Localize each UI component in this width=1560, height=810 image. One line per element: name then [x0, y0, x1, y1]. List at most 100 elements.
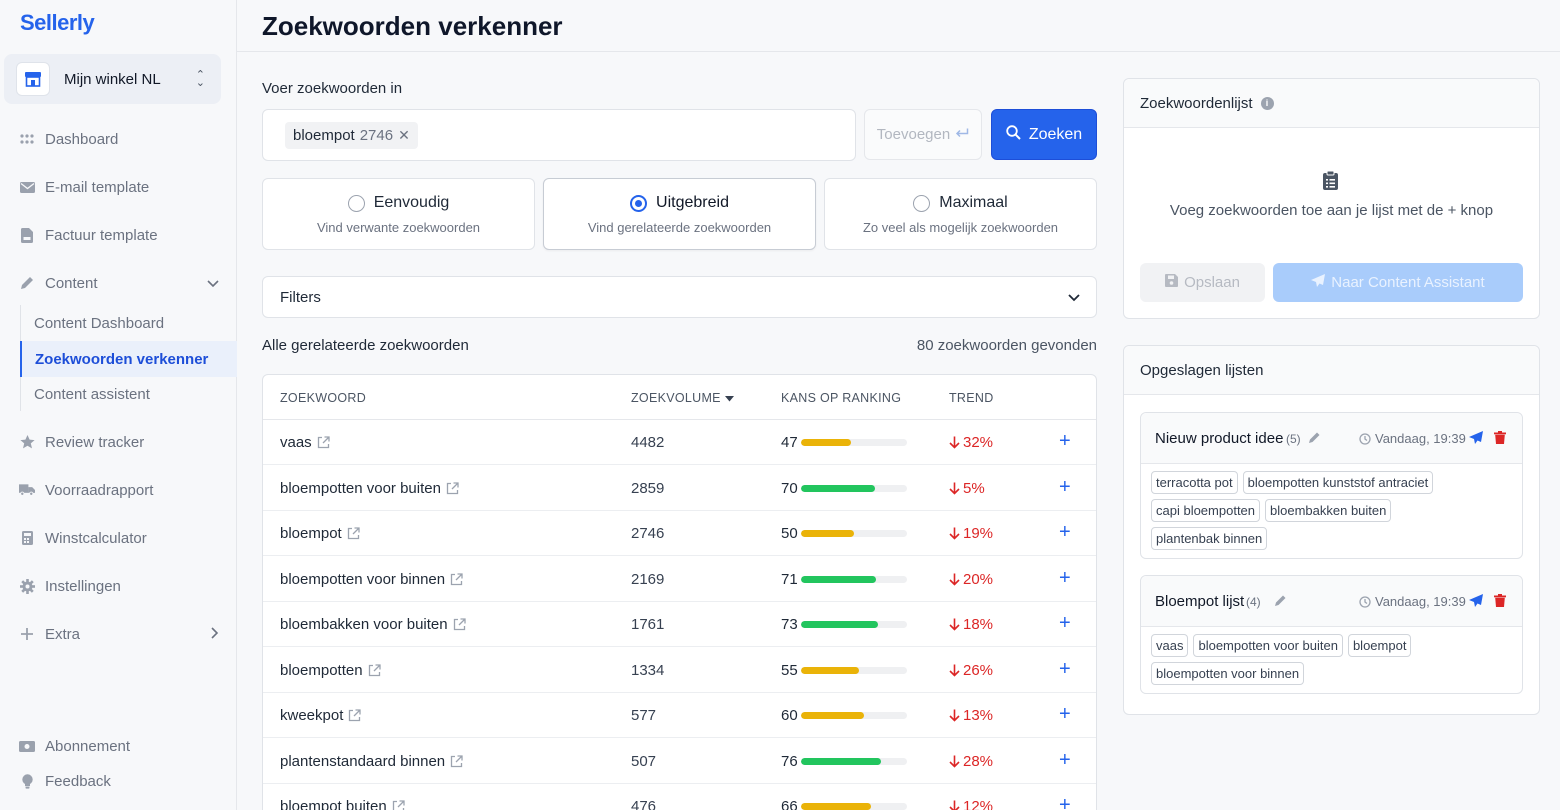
trend-value: 5%: [963, 479, 985, 497]
add-to-list-button[interactable]: +: [1059, 475, 1071, 498]
mode-maximal[interactable]: Maximaal Zo veel als mogelijk zoekwoorde…: [824, 178, 1097, 250]
arrow-down-icon: [949, 664, 960, 677]
search-button[interactable]: Zoeken: [991, 109, 1097, 160]
chance-bar-fill: [800, 666, 859, 674]
keyword-input[interactable]: bloempot 2746 ✕: [262, 109, 856, 161]
add-to-list-button[interactable]: +: [1059, 566, 1071, 589]
sidebar-item-dashboard[interactable]: Dashboard: [0, 121, 237, 157]
arrow-down-icon: [949, 755, 960, 768]
filters-toggle[interactable]: Filters: [262, 276, 1097, 318]
trend-value: 18%: [963, 616, 994, 633]
chance-cell: 66: [781, 798, 907, 810]
keyword-cell: bloempotten voor binnen: [280, 571, 463, 588]
trend-value: 13%: [963, 707, 994, 724]
sidebar-subitem-content-dashboard[interactable]: Content Dashboard: [34, 314, 165, 332]
save-button-label: Opslaan: [1184, 274, 1240, 291]
enter-icon: [955, 126, 969, 143]
sidebar-subitem-content-assistant[interactable]: Content assistent: [34, 385, 150, 403]
keyword-cell: kweekpot: [280, 707, 362, 724]
external-link-icon[interactable]: [347, 527, 360, 540]
chance-cell: 71: [781, 571, 907, 588]
radio-button-selected[interactable]: [630, 194, 648, 212]
sidebar-item-subscription[interactable]: Abonnement: [0, 728, 237, 764]
chance-bar: [800, 439, 907, 446]
chance-bar: [800, 666, 907, 674]
chance-value: 71: [781, 570, 798, 588]
pencil-icon[interactable]: [1274, 594, 1287, 612]
saved-list-time: Vandaag, 19:39: [1359, 431, 1466, 446]
sidebar-item-extra[interactable]: Extra: [0, 616, 237, 652]
arrow-down-icon: [949, 436, 960, 449]
volume-cell: 476: [631, 798, 657, 810]
mode-extended[interactable]: Uitgebreid Vind gerelateerde zoekwoorden: [543, 178, 816, 250]
chance-bar: [800, 803, 907, 810]
external-link-icon[interactable]: [450, 754, 463, 768]
add-keyword-button[interactable]: Toevoegen: [864, 109, 982, 160]
add-to-list-button[interactable]: +: [1059, 612, 1071, 634]
clock-icon: [1359, 432, 1371, 445]
file-invoice-icon: [19, 227, 35, 243]
keyword-text: bloempotten: [280, 661, 363, 679]
panel-header: Zoekwoordenlijst i: [1124, 79, 1539, 128]
save-button[interactable]: Opslaan: [1140, 263, 1265, 302]
chance-cell: 76: [781, 753, 907, 770]
sidebar-item-profit-calculator[interactable]: Winstcalculator: [0, 520, 237, 556]
saved-list-header: Nieuw product idee (5) Vandaag, 19:39: [1141, 413, 1522, 464]
keyword-cell: vaas: [280, 434, 330, 451]
close-icon[interactable]: ✕: [398, 127, 410, 143]
external-link-icon[interactable]: [348, 709, 362, 722]
pencil-icon[interactable]: [1308, 431, 1321, 449]
external-link-icon[interactable]: [392, 800, 405, 810]
radio-button[interactable]: [913, 194, 931, 212]
keyword-tag: bloembakken buiten: [1265, 499, 1392, 522]
keyword-tag: terracotta pot: [1151, 471, 1238, 494]
sidebar-item-review-tracker[interactable]: Review tracker: [0, 424, 237, 460]
external-link-icon[interactable]: [368, 663, 381, 677]
arrow-down-icon: [949, 800, 960, 810]
trash-icon[interactable]: [1494, 594, 1506, 612]
sidebar-item-stock-report[interactable]: Voorraadrapport: [0, 472, 237, 508]
add-to-list-button[interactable]: +: [1059, 794, 1071, 810]
chance-bar: [800, 530, 907, 537]
sidebar-item-email-template[interactable]: E-mail template: [0, 169, 237, 205]
volume-cell: 1334: [631, 661, 665, 679]
add-to-list-button[interactable]: +: [1059, 748, 1071, 771]
sidebar-item-content[interactable]: Content: [0, 265, 237, 301]
grid-icon: [19, 134, 35, 144]
arrow-down-icon: [949, 527, 960, 540]
saved-list-name: Bloempot lijst: [1155, 593, 1245, 610]
external-link-icon[interactable]: [453, 618, 466, 631]
paper-plane-icon[interactable]: [1469, 594, 1483, 613]
volume-cell: 2169: [631, 570, 665, 588]
panel-header: Opgeslagen lijsten: [1124, 346, 1539, 395]
sidebar-item-settings[interactable]: Instellingen: [0, 568, 237, 604]
chance-value: 73: [781, 616, 798, 633]
add-to-list-button[interactable]: +: [1059, 703, 1071, 725]
trend-value: 12%: [963, 798, 994, 810]
sidebar-item-label: Review tracker: [45, 433, 145, 451]
add-button-label: Toevoegen: [876, 126, 951, 143]
external-link-icon[interactable]: [317, 436, 330, 449]
store-selector[interactable]: Mijn winkel NL ⌃ ⌄: [4, 54, 221, 104]
trash-icon[interactable]: [1494, 431, 1506, 449]
add-to-list-button[interactable]: +: [1059, 430, 1071, 452]
mode-description: Vind gerelateerde zoekwoorden: [587, 220, 772, 235]
sidebar-item-invoice-template[interactable]: Factuur template: [0, 217, 237, 253]
paper-plane-icon[interactable]: [1469, 431, 1483, 450]
add-to-list-button[interactable]: +: [1059, 521, 1071, 543]
column-volume[interactable]: ZOEKVOLUME: [631, 391, 734, 405]
logo[interactable]: Sellerly: [20, 10, 95, 35]
radio-button[interactable]: [347, 194, 365, 212]
mode-simple[interactable]: Eenvoudig Vind verwante zoekwoorden: [262, 178, 535, 250]
sidebar-subitem-keyword-explorer[interactable]: Zoekwoorden verkenner: [20, 341, 237, 377]
info-icon[interactable]: i: [1260, 96, 1274, 110]
truck-icon: [19, 484, 35, 496]
add-to-list-button[interactable]: +: [1059, 657, 1071, 680]
external-link-icon[interactable]: [450, 572, 463, 586]
trend-value: 26%: [963, 661, 994, 679]
content-assistant-button[interactable]: Naar Content Assistant: [1273, 263, 1523, 302]
keyword-chip: bloempot 2746 ✕: [285, 122, 418, 149]
sidebar-item-feedback[interactable]: Feedback: [0, 763, 237, 799]
keyword-tag: bloempotten voor binnen: [1151, 662, 1305, 685]
external-link-icon[interactable]: [446, 481, 459, 495]
